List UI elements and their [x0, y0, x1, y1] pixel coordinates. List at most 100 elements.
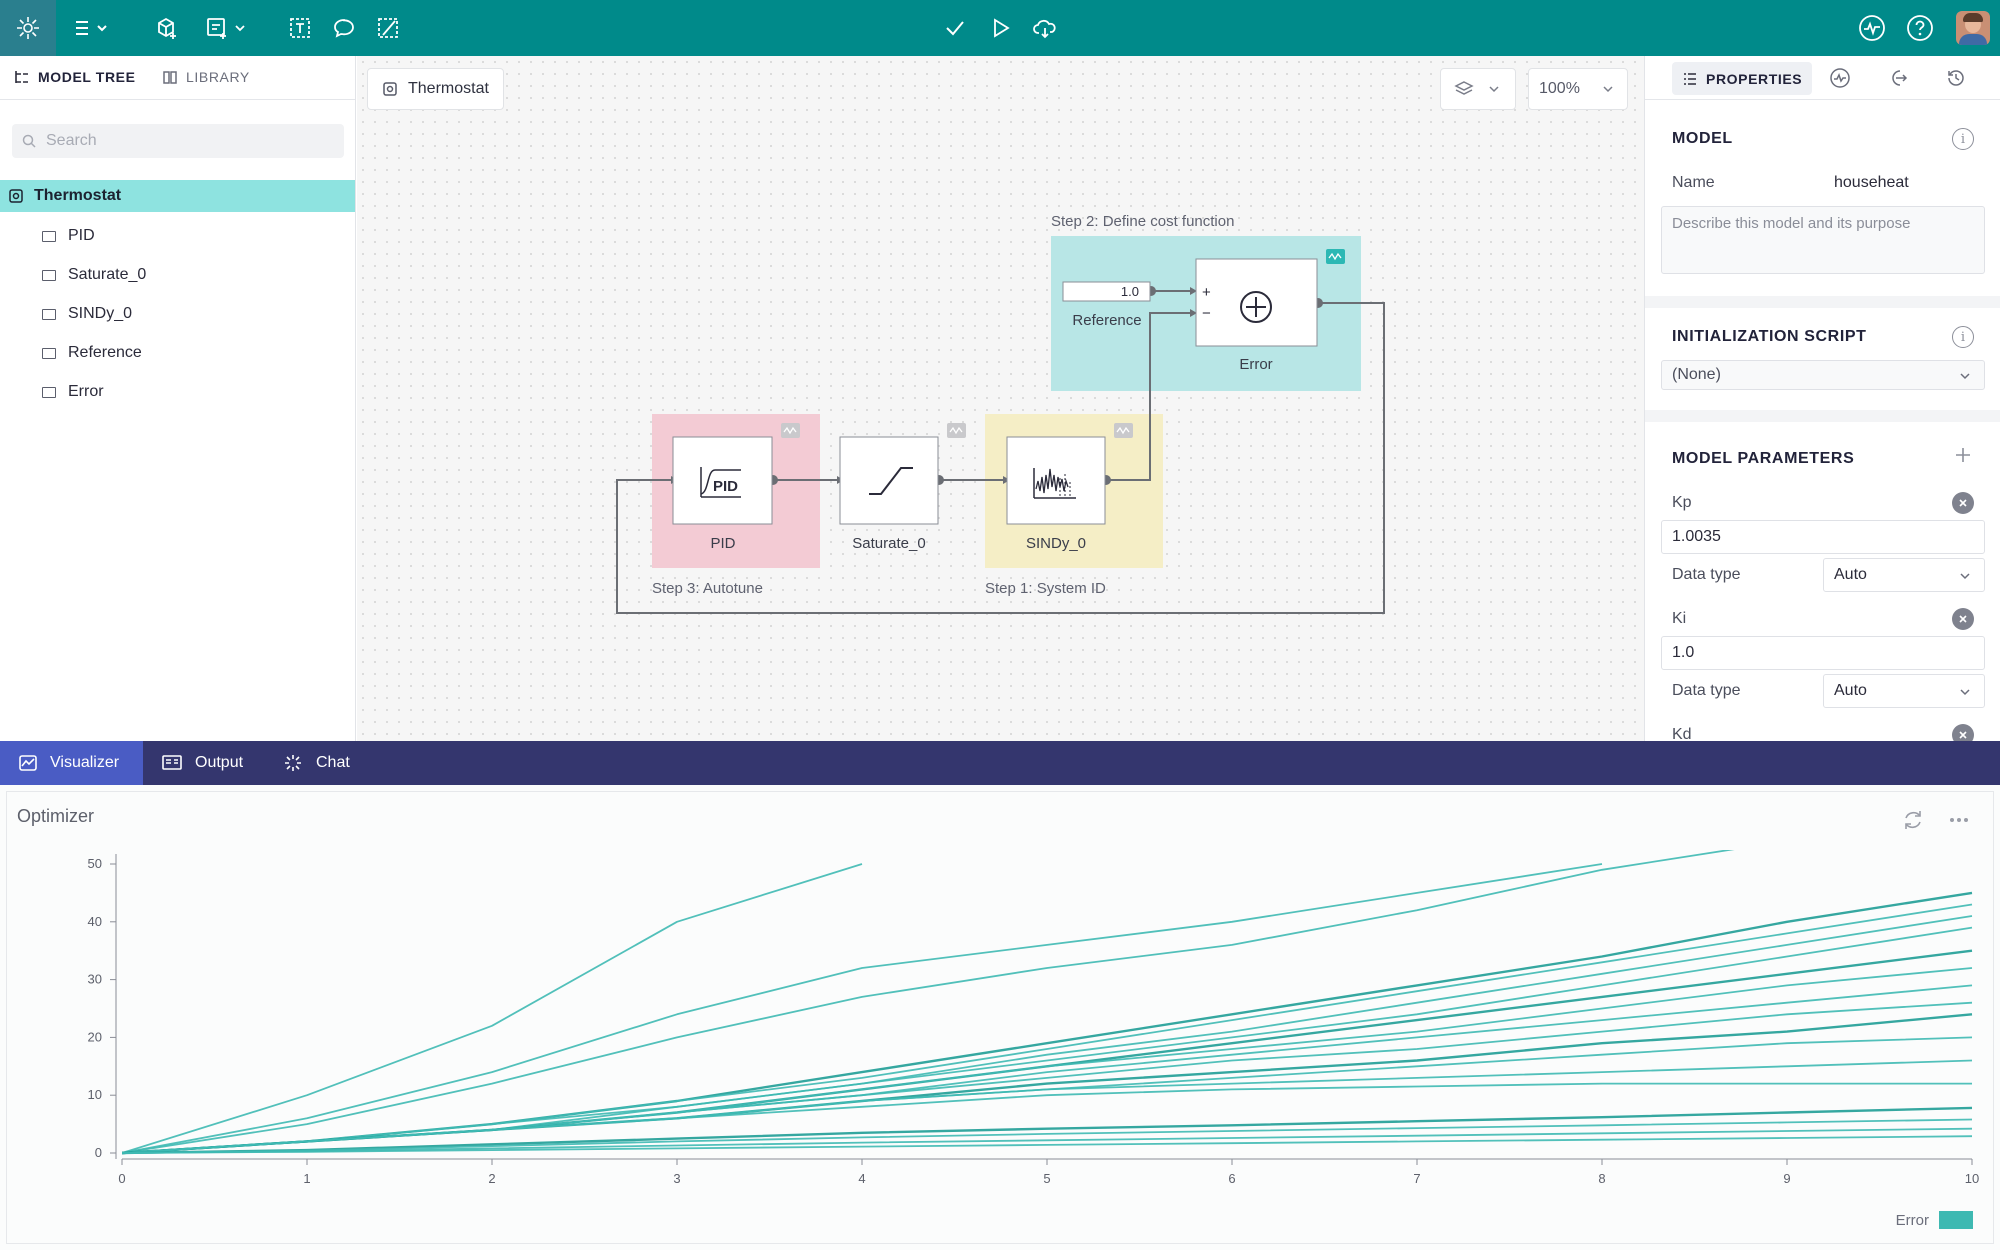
sindy-icon: [1033, 468, 1076, 499]
breadcrumb[interactable]: Thermostat: [367, 68, 504, 110]
sindy-block[interactable]: [1006, 436, 1106, 525]
model-canvas[interactable]: Thermostat 100% Step 2: Define cost func…: [357, 56, 1644, 741]
series-line: [122, 915, 1973, 1154]
zoom-dropdown[interactable]: 100%: [1528, 68, 1628, 110]
info-icon[interactable]: i: [1952, 128, 1974, 150]
init-script-title: INITIALIZATION SCRIPT: [1672, 328, 1867, 345]
tab-visualizer[interactable]: Visualizer: [0, 741, 143, 785]
tab-output[interactable]: Output: [143, 741, 261, 785]
y-tick-label: 0: [95, 1145, 102, 1160]
model-description-field[interactable]: Describe this model and its purpose: [1661, 206, 1985, 274]
pid-label: PID: [710, 535, 735, 552]
layers-dropdown[interactable]: [1440, 68, 1516, 110]
signal-icon[interactable]: [1114, 423, 1133, 438]
x-tick-label: 7: [1413, 1171, 1420, 1186]
signal-icon[interactable]: [781, 423, 800, 438]
export-icon[interactable]: [1887, 67, 1909, 89]
x-tick-label: 10: [1965, 1171, 1979, 1186]
block-icon: [42, 269, 56, 281]
left-panel-tabs: MODEL TREE LIBRARY: [0, 56, 355, 100]
text-box-icon[interactable]: [284, 12, 316, 44]
tree-item-saturate[interactable]: Saturate_0: [42, 261, 146, 289]
data-type-value: Auto: [1834, 682, 1867, 699]
tree-item-label: SINDy_0: [68, 305, 133, 322]
error-label: Error: [1239, 356, 1272, 373]
more-options-icon[interactable]: [1947, 808, 1971, 837]
zoom-value: 100%: [1539, 80, 1580, 97]
info-icon[interactable]: i: [1952, 326, 1974, 348]
tab-library[interactable]: LIBRARY: [162, 69, 250, 85]
remove-parameter-icon[interactable]: [1952, 492, 1974, 514]
menu-icon[interactable]: [66, 12, 118, 44]
block-diagram: Step 2: Define cost function Step 3: Aut…: [616, 213, 1385, 614]
param-value-input[interactable]: 1.0035: [1661, 520, 1985, 554]
param-name: Kp: [1672, 494, 1692, 511]
tree-item-error[interactable]: Error: [42, 378, 104, 406]
error-block[interactable]: + −: [1195, 258, 1318, 347]
tree-item-reference[interactable]: Reference: [42, 339, 142, 367]
y-tick-label: 40: [88, 914, 102, 929]
signal-icon[interactable]: [1326, 249, 1345, 264]
check-icon[interactable]: [939, 12, 971, 44]
signal-icon[interactable]: [947, 423, 966, 438]
tab-properties-label: PROPERTIES: [1706, 70, 1803, 87]
tree-item-pid[interactable]: PID: [42, 222, 95, 250]
visualizer-title: Optimizer: [17, 806, 95, 826]
minus-sign: −: [1202, 305, 1211, 322]
remove-parameter-icon[interactable]: [1952, 608, 1974, 630]
group-sysid-label: Step 1: System ID: [985, 580, 1106, 597]
series-line: [122, 926, 1973, 1154]
data-type-select[interactable]: Auto: [1823, 558, 1985, 592]
tab-properties[interactable]: PROPERTIES: [1672, 62, 1813, 95]
tab-model-tree-label: MODEL TREE: [38, 69, 136, 85]
init-script-value: (None): [1672, 366, 1721, 383]
init-script-select[interactable]: (None): [1661, 360, 1985, 390]
param-name: Ki: [1672, 610, 1687, 627]
chart-legend: Error: [1896, 1211, 1973, 1229]
history-icon[interactable]: [1945, 67, 1967, 89]
help-icon[interactable]: [1904, 12, 1936, 44]
chevron-down-icon: [1960, 689, 1970, 696]
add-parameter-icon[interactable]: [1954, 446, 1972, 469]
refresh-icon[interactable]: [1901, 808, 1925, 837]
chat-icon: [285, 755, 301, 771]
param-name: Kd: [1672, 726, 1692, 741]
chevron-down-icon: [1960, 373, 1970, 380]
series-line: [122, 863, 863, 1154]
app-logo-icon[interactable]: [0, 0, 56, 56]
remove-parameter-icon[interactable]: [1952, 724, 1974, 741]
group-autotune-label: Step 3: Autotune: [652, 580, 763, 597]
saturate-block[interactable]: [839, 436, 939, 525]
x-tick-label: 3: [673, 1171, 680, 1186]
add-block-icon[interactable]: [150, 12, 182, 44]
cloud-upload-icon[interactable]: [1029, 12, 1061, 44]
saturation-icon: [869, 467, 913, 495]
tab-chat[interactable]: Chat: [264, 741, 368, 785]
data-type-select[interactable]: Auto: [1823, 674, 1985, 708]
play-icon[interactable]: [984, 12, 1016, 44]
pid-icon-text: PID: [713, 478, 738, 495]
tab-model-tree[interactable]: MODEL TREE: [14, 69, 136, 85]
section-divider: [1645, 410, 2000, 422]
x-tick-label: 1: [303, 1171, 310, 1186]
model-icon: [383, 82, 397, 96]
sum-icon: [1240, 291, 1272, 323]
data-type-value: Auto: [1834, 566, 1867, 583]
tree-root-thermostat[interactable]: Thermostat: [0, 180, 355, 212]
edit-annotation-icon[interactable]: [372, 12, 404, 44]
reference-block[interactable]: 1.0: [1062, 281, 1151, 302]
terminal-icon: [162, 755, 182, 770]
comment-icon[interactable]: [328, 12, 360, 44]
pid-block[interactable]: PID: [672, 436, 773, 525]
user-avatar[interactable]: [1956, 11, 1990, 45]
signal-icon[interactable]: [1829, 67, 1851, 89]
model-name-value[interactable]: househeat: [1834, 174, 1909, 191]
param-value-input[interactable]: 1.0: [1661, 636, 1985, 670]
right-panel-tabs: PROPERTIES: [1645, 56, 2000, 100]
add-submodel-icon[interactable]: [198, 12, 254, 44]
tree-item-sindy[interactable]: SINDy_0: [42, 300, 132, 328]
search-input[interactable]: [46, 132, 326, 150]
data-type-label: Data type: [1672, 566, 1741, 583]
pulse-icon[interactable]: [1856, 12, 1888, 44]
saturate-label: Saturate_0: [852, 535, 925, 552]
